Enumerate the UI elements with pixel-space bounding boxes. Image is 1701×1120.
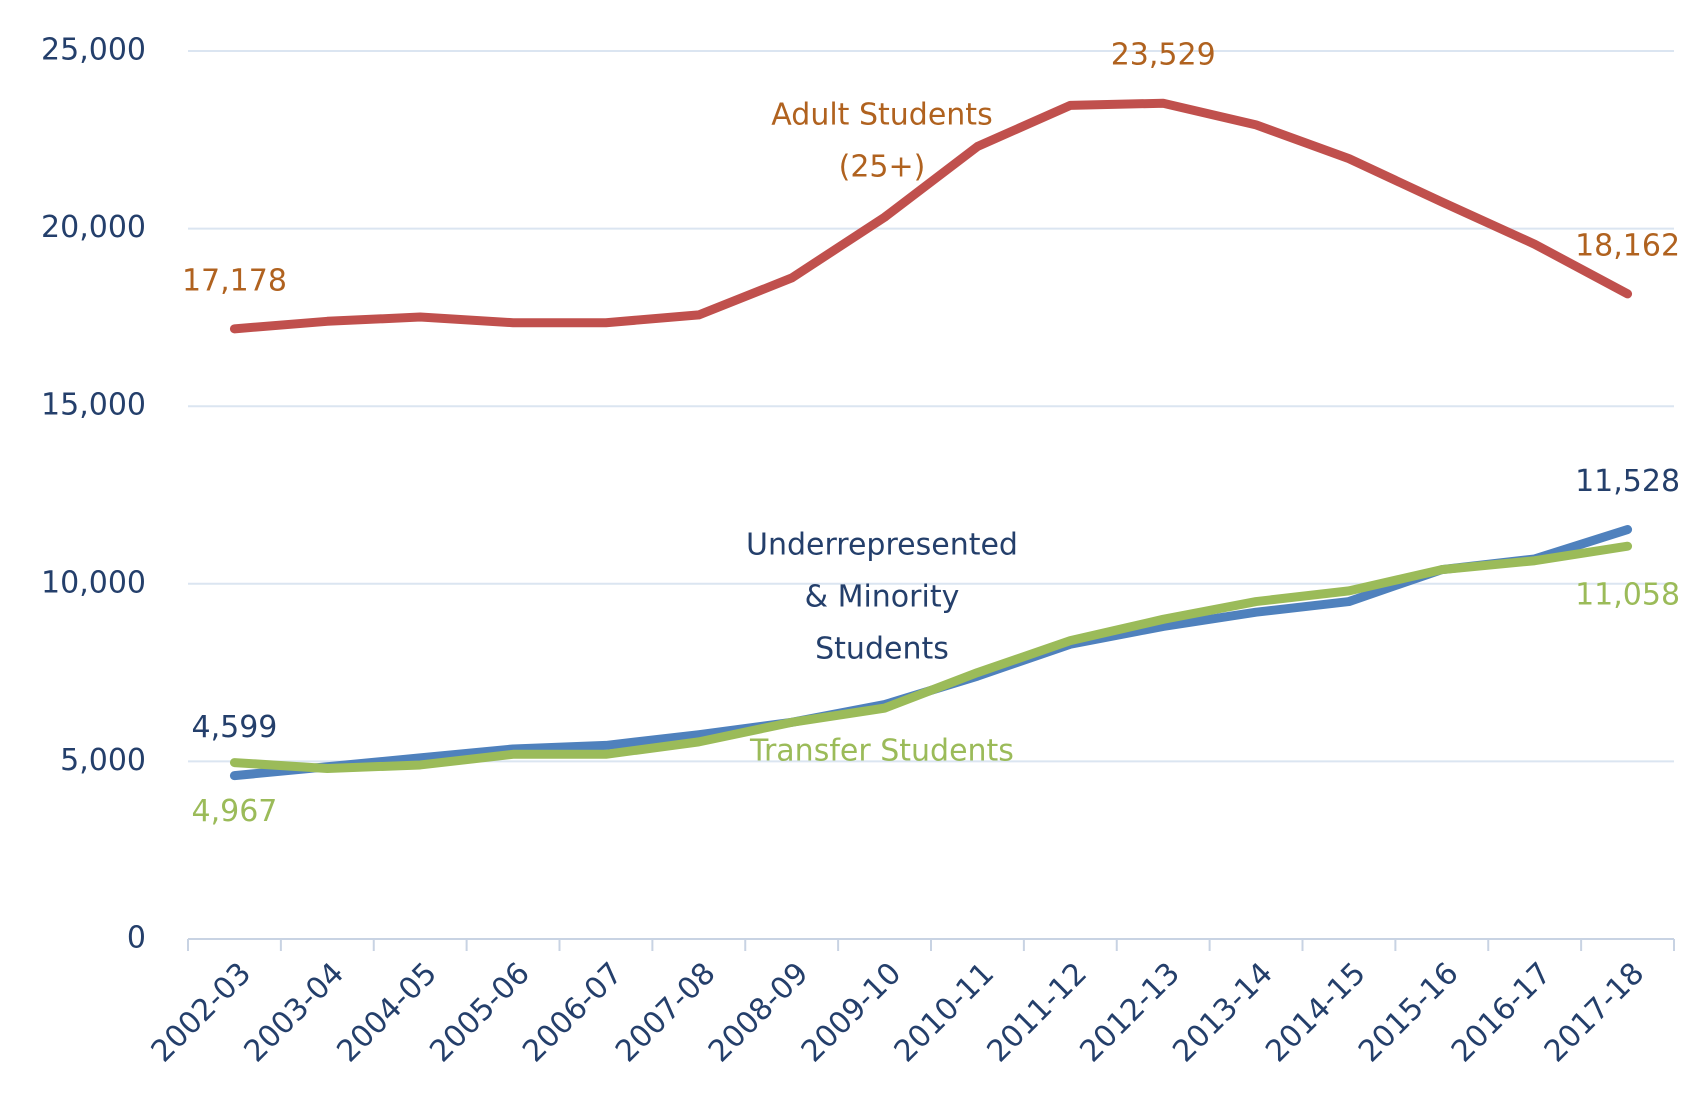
x-tick-label: 2006-07 xyxy=(516,956,629,1069)
x-tick-label: 2007-08 xyxy=(609,956,722,1069)
x-tick-label: 2013-14 xyxy=(1166,956,1279,1069)
data-label: 4,599 xyxy=(191,710,277,745)
x-tick-label: 2016-17 xyxy=(1445,956,1558,1069)
data-label: 18,162 xyxy=(1575,228,1680,263)
x-tick-label: 2009-10 xyxy=(795,956,908,1069)
data-label: 11,528 xyxy=(1575,464,1680,499)
x-tick-label: 2008-09 xyxy=(702,956,815,1069)
chart: 05,00010,00015,00020,00025,0002002-03200… xyxy=(0,0,1701,1120)
y-tick-label: 5,000 xyxy=(60,743,146,778)
x-tick-label: 2011-12 xyxy=(981,956,1094,1069)
series-line xyxy=(234,103,1627,329)
x-tick-label: 2004-05 xyxy=(330,956,443,1069)
series-label: Adult Students xyxy=(771,98,992,133)
series-label: Transfer Students xyxy=(749,734,1014,769)
x-tick-label: 2002-03 xyxy=(145,956,258,1069)
data-label: 23,529 xyxy=(1111,38,1216,73)
y-tick-label: 15,000 xyxy=(41,388,146,423)
series-label: (25+) xyxy=(839,150,926,185)
x-tick-label: 2005-06 xyxy=(423,956,536,1069)
x-tick-label: 2015-16 xyxy=(1352,956,1465,1069)
data-label: 17,178 xyxy=(182,263,287,298)
x-tick-label: 2017-18 xyxy=(1538,956,1651,1069)
x-tick-label: 2012-13 xyxy=(1073,956,1186,1069)
series-label: & Minority xyxy=(805,580,960,615)
data-label: 4,967 xyxy=(191,794,277,829)
x-tick-label: 2014-15 xyxy=(1259,956,1372,1069)
y-tick-label: 25,000 xyxy=(41,33,146,68)
series-label: Underrepresented xyxy=(746,528,1018,563)
series-label: Students xyxy=(815,632,949,667)
data-label: 11,058 xyxy=(1575,578,1680,613)
y-tick-label: 0 xyxy=(127,921,146,956)
x-tick-label: 2010-11 xyxy=(888,956,1001,1069)
y-tick-label: 20,000 xyxy=(41,210,146,245)
y-tick-label: 10,000 xyxy=(41,565,146,600)
x-tick-label: 2003-04 xyxy=(238,956,351,1069)
